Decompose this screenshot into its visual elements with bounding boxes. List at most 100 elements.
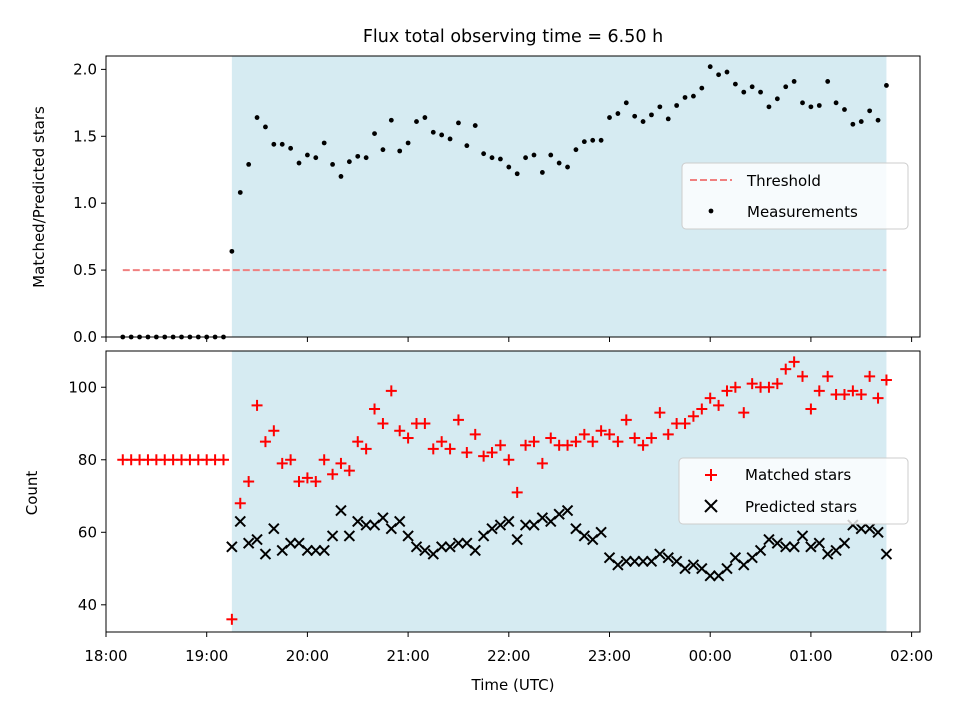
- predicted-star-point-b: [813, 537, 826, 549]
- predicted-star-point: [335, 504, 347, 517]
- matched-star-point: [880, 374, 892, 386]
- predicted-star-point-b: [284, 537, 297, 549]
- predicted-star-point: [494, 519, 507, 531]
- predicted-star-point-b: [486, 522, 498, 535]
- predicted-star-point-b: [251, 533, 263, 546]
- measurement-point: [405, 140, 411, 146]
- predicted-star-point-b: [511, 533, 523, 546]
- measurement-point: [422, 115, 428, 120]
- x-axis-label: Time (UTC): [471, 676, 555, 694]
- predicted-star-point-b: [242, 537, 255, 549]
- predicted-star-point: [259, 548, 272, 560]
- predicted-star-point: [855, 522, 867, 535]
- matched-star-point: [528, 436, 540, 448]
- measurement-point: [380, 147, 386, 153]
- matched-star-point: [587, 436, 599, 448]
- predicted-star-point-b: [435, 541, 448, 553]
- predicted-star-point-b: [326, 530, 339, 542]
- matched-star-point: [738, 407, 750, 419]
- measurement-point: [346, 159, 352, 165]
- predicted-star-point-b: [687, 559, 700, 571]
- measurement-point: [774, 96, 780, 102]
- matched-star-point: [687, 410, 699, 422]
- predicted-star-point: [662, 551, 674, 564]
- matched-star-point: [662, 428, 674, 440]
- measurement-point: [766, 104, 772, 110]
- bottom-x-tick-label: 19:00: [185, 647, 228, 665]
- predicted-star-point-b: [268, 522, 280, 535]
- measurement-point: [456, 120, 461, 126]
- predicted-star-point: [805, 541, 817, 553]
- measurement-point: [682, 95, 688, 100]
- predicted-star-point-b: [469, 544, 481, 557]
- predicted-star-point-b: [519, 519, 532, 531]
- predicted-star-point-b: [704, 570, 716, 582]
- bottom-y-tick-label: 80: [78, 451, 97, 469]
- top-legend-box: [681, 162, 909, 230]
- top-y-tick-label: 0.5: [73, 261, 97, 279]
- predicted-star-point: [813, 537, 826, 549]
- predicted-star-point-b: [670, 555, 683, 568]
- predicted-star-point-b: [461, 537, 473, 549]
- matched-star-point: [327, 468, 339, 480]
- measurement-point: [338, 174, 344, 179]
- bottom-legend-box: [678, 457, 909, 525]
- predicted-star-point: [679, 562, 691, 575]
- top-measurement-points: [120, 64, 889, 340]
- predicted-star-point-b: [553, 508, 565, 520]
- matched-star-point: [822, 370, 834, 382]
- predicted-star-point-b: [394, 515, 406, 528]
- predicted-star-point: [637, 555, 649, 568]
- bottom-x-tick-label: 01:00: [789, 647, 832, 665]
- predicted-star-point: [435, 541, 448, 553]
- predicted-star-point-b: [788, 541, 800, 553]
- bottom-y-ticks: 40 60 80 100: [68, 378, 106, 614]
- measurement-point: [523, 155, 528, 161]
- predicted-star-point: [268, 522, 280, 535]
- matched-star-point: [394, 425, 406, 437]
- matched-star-point: [729, 381, 741, 393]
- matched-star-point: [788, 356, 800, 368]
- matched-star-point: [847, 385, 859, 397]
- measurement-point: [388, 117, 394, 123]
- matched-star-point: [486, 447, 498, 459]
- predicted-star-point-b: [863, 522, 876, 535]
- measurement-point: [674, 103, 680, 108]
- measurement-point: [590, 137, 596, 143]
- predicted-star-point-b: [318, 544, 330, 557]
- measurement-point: [716, 72, 721, 78]
- matched-star-point: [654, 407, 666, 419]
- measurement-point: [649, 112, 654, 118]
- matched-star-point: [545, 432, 557, 444]
- matched-star-point: [696, 403, 708, 415]
- predicted-star-point: [326, 530, 339, 542]
- predicted-star-point: [486, 522, 498, 535]
- matched-star-point: [813, 385, 825, 397]
- measurement-point: [305, 152, 310, 158]
- predicted-star-point: [284, 537, 297, 549]
- matched-stars-legend-label: Matched stars: [745, 466, 851, 484]
- measurement-point: [791, 79, 797, 84]
- measurement-point: [581, 139, 587, 145]
- predicted-star-point-b: [729, 551, 742, 564]
- predicted-star-point-b: [855, 522, 867, 535]
- predicted-star-point: [880, 548, 893, 560]
- predicted-star-point: [402, 530, 414, 542]
- matched-star-point: [612, 436, 624, 448]
- predicted-star-point-b: [880, 548, 893, 560]
- predicted-star-point: [360, 519, 372, 531]
- predicted-star-point-b: [654, 548, 666, 560]
- predicted-star-point-b: [578, 530, 591, 542]
- measurement-point: [556, 160, 562, 166]
- predicted-star-point: [310, 544, 322, 557]
- top-y-tick-label: 1.0: [73, 194, 97, 212]
- matched-star-point: [536, 457, 548, 469]
- matched-star-point: [872, 392, 884, 404]
- measurement-point: [514, 171, 520, 177]
- figure-title: Flux total observing time = 6.50 h: [363, 27, 663, 47]
- predicted-star-point-b: [234, 515, 246, 528]
- matched-stars-points: [117, 356, 892, 625]
- measurement-point: [816, 103, 822, 108]
- predicted-stars-points: [226, 504, 893, 582]
- measurement-point: [573, 147, 579, 153]
